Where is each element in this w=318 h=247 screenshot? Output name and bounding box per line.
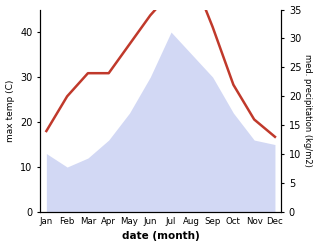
Y-axis label: med. precipitation (kg/m2): med. precipitation (kg/m2): [303, 54, 313, 167]
Y-axis label: max temp (C): max temp (C): [5, 80, 15, 142]
X-axis label: date (month): date (month): [122, 231, 199, 242]
